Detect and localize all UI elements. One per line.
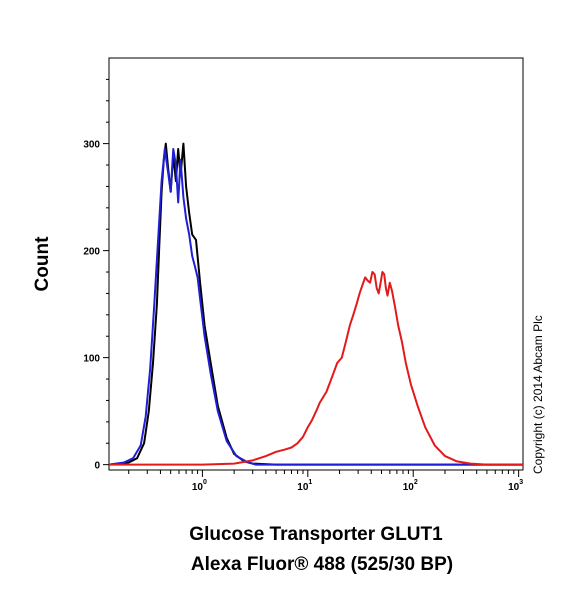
copyright-notice: Copyright (c) 2014 Abcam Plc bbox=[531, 315, 545, 474]
y-axis-label: Count bbox=[32, 236, 53, 292]
x-axis-label-line-2: Alexa Fluor® 488 (525/30 BP) bbox=[191, 554, 453, 575]
y-tick-label: 100 bbox=[83, 354, 100, 365]
y-axis: 0 100 200 300 bbox=[83, 78, 109, 472]
series-layer bbox=[108, 142, 523, 466]
x-tick-label: 102 bbox=[403, 479, 418, 493]
x-axis-label-line-1: Glucose Transporter GLUT1 bbox=[189, 524, 443, 545]
plot-frame bbox=[108, 57, 524, 471]
series-line-2 bbox=[108, 148, 523, 466]
x-tick-label: 100 bbox=[192, 479, 207, 493]
series-line-3 bbox=[109, 271, 523, 466]
y-tick-label: 200 bbox=[83, 247, 100, 258]
x-tick-label: 101 bbox=[297, 479, 312, 493]
x-tick-label: 103 bbox=[508, 479, 523, 493]
x-axis: 100 101 102 103 bbox=[128, 470, 523, 493]
y-tick-label: 300 bbox=[83, 140, 100, 151]
plot-border bbox=[108, 57, 524, 471]
y-tick-label: 0 bbox=[94, 461, 100, 472]
